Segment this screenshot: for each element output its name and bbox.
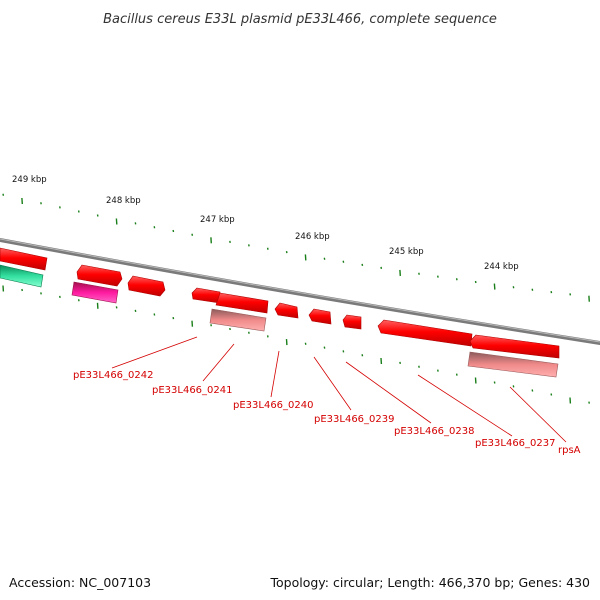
gene-label-0239[interactable]: pE33L466_0239 [314,414,395,425]
pseudo-feature[interactable] [467,351,559,378]
gene-feature[interactable] [127,275,166,297]
leader-line [111,336,198,369]
plasmid-backbone [0,238,600,345]
gene-feature[interactable] [76,264,123,287]
gene-label-0240[interactable]: pE33L466_0240 [233,400,314,411]
gene-feature[interactable] [377,319,473,347]
leader-line [509,386,567,443]
gene-label-0238[interactable]: pE33L466_0238 [394,426,475,437]
sequence-summary: Topology: circular; Length: 466,370 bp; … [270,575,591,590]
label-leaders [111,336,567,443]
other-features [0,264,559,378]
scale-label-245: 245 kbp [389,247,424,257]
gene-feature[interactable] [215,292,269,314]
rna-feature[interactable] [71,281,119,304]
leader-line [417,374,513,437]
gene-feature[interactable] [469,334,560,359]
leader-line [270,350,280,398]
tick-ring-upper [2,193,590,302]
gene-label-rpsA[interactable]: rpsA [558,445,581,456]
leader-line [202,343,235,382]
gene-feature[interactable] [274,302,299,319]
gene-feature[interactable] [342,314,362,330]
scale-label-247: 247 kbp [200,215,235,225]
gene-feature[interactable] [0,247,48,271]
other-feature[interactable] [0,264,44,288]
gene-label-0237[interactable]: pE33L466_0237 [475,438,556,449]
leader-line [345,361,432,424]
scale-label-249: 249 kbp [12,175,47,185]
tick-ring-lower [2,285,590,404]
plasmid-backbone-highlight [0,238,600,343]
scale-label-246: 246 kbp [295,232,330,242]
leader-line [313,356,352,411]
scale-label-244: 244 kbp [484,262,519,272]
gene-feature[interactable] [191,287,221,304]
gene-features [0,247,560,359]
gene-label-0241[interactable]: pE33L466_0241 [152,385,233,396]
pseudo-feature[interactable] [209,308,267,332]
gene-feature[interactable] [308,308,332,325]
accession-text: Accession: NC_007103 [9,575,151,590]
map-title: Bacillus cereus E33L plasmid pE33L466, c… [103,12,497,27]
gene-label-0242[interactable]: pE33L466_0242 [73,370,154,381]
scale-labels: 249 kbp 248 kbp 247 kbp 246 kbp 245 kbp … [12,175,519,272]
gene-labels: pE33L466_0242 pE33L466_0241 pE33L466_024… [73,370,581,456]
scale-label-248: 248 kbp [106,196,141,206]
